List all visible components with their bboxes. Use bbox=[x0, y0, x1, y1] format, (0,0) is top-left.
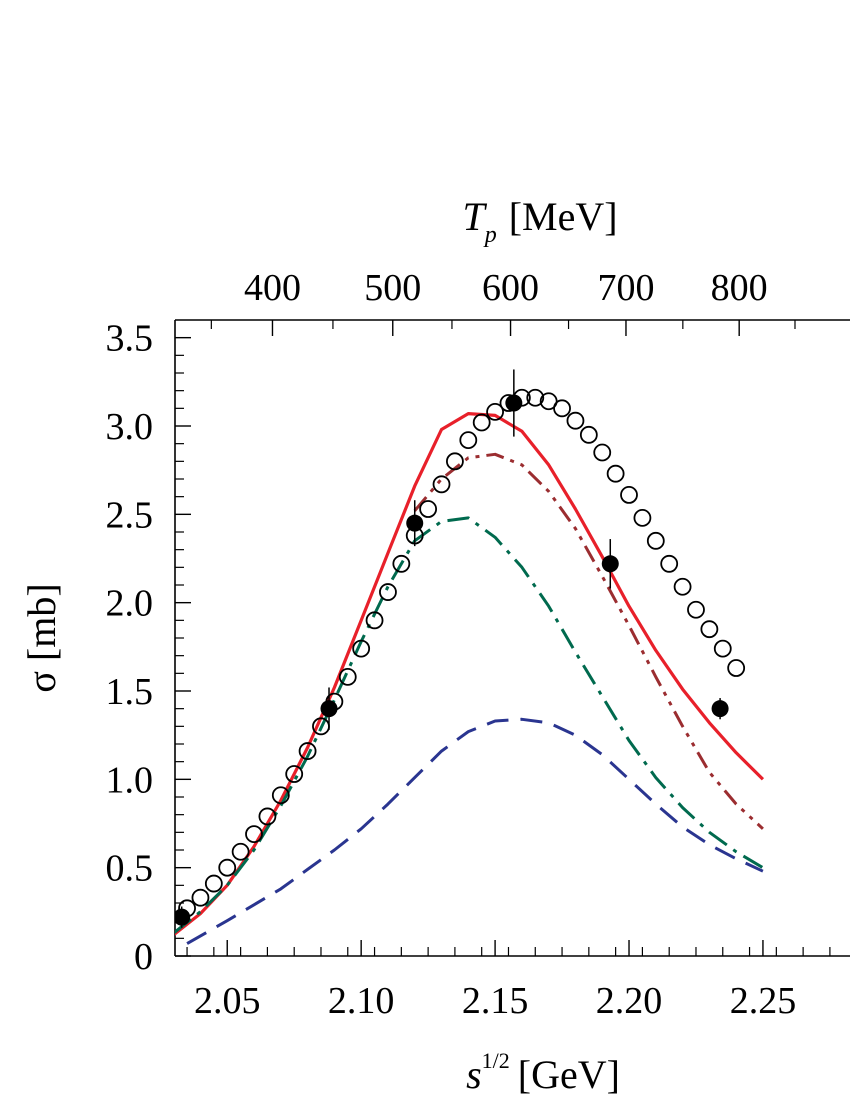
open-point bbox=[700, 620, 719, 639]
top-tick-label: 500 bbox=[364, 267, 421, 309]
filled-circle-points bbox=[175, 369, 729, 928]
top-tick-label: 800 bbox=[711, 267, 768, 309]
filled-point bbox=[711, 700, 729, 718]
x-tick-label: 2.25 bbox=[730, 980, 797, 1022]
x-tick-label: 2.05 bbox=[194, 980, 261, 1022]
open-point bbox=[727, 659, 746, 677]
y-tick-label: 1.0 bbox=[106, 759, 154, 801]
open-point bbox=[620, 485, 638, 504]
y-tick-label: 3.0 bbox=[106, 406, 154, 448]
open-point bbox=[472, 413, 491, 432]
y-tick-label: 3.5 bbox=[106, 318, 154, 360]
top-tick-label: 600 bbox=[482, 267, 539, 309]
open-point bbox=[566, 411, 585, 430]
open-point bbox=[660, 554, 679, 573]
curve-solid bbox=[175, 412, 765, 936]
x-tick-label: 2.10 bbox=[328, 980, 395, 1022]
curve-dash-dot-dot bbox=[413, 452, 764, 830]
open-point bbox=[258, 807, 277, 826]
open-point bbox=[646, 531, 665, 550]
open-point bbox=[579, 425, 598, 444]
x-tick-label: 2.15 bbox=[462, 980, 529, 1022]
filled-point bbox=[406, 514, 424, 532]
open-point bbox=[713, 639, 732, 658]
open-point bbox=[633, 508, 652, 527]
open-point bbox=[298, 742, 317, 760]
open-point bbox=[204, 874, 223, 893]
top-tick-label: 700 bbox=[597, 267, 654, 309]
open-point bbox=[486, 402, 504, 421]
y-tick-label: 1.5 bbox=[106, 671, 154, 713]
open-point bbox=[446, 452, 464, 471]
open-point bbox=[419, 500, 438, 518]
open-point bbox=[218, 858, 237, 877]
axis-tick-labels: 2.05 2.10 2.15 2.20 2.25 0 0.5 1.0 1.5 2.0 2.5 3.0 3… bbox=[106, 267, 797, 1022]
open-point bbox=[352, 639, 371, 658]
open-point bbox=[271, 786, 290, 805]
open-point bbox=[687, 600, 705, 619]
y-tick-label: 2.0 bbox=[106, 583, 154, 625]
filled-point bbox=[320, 700, 338, 718]
x-axis-title: s1/2 [GeV] bbox=[466, 1048, 620, 1097]
open-point bbox=[673, 577, 692, 596]
open-point bbox=[526, 388, 545, 407]
x-tick-label: 2.20 bbox=[596, 980, 663, 1022]
open-point bbox=[432, 475, 451, 494]
open-point bbox=[379, 583, 397, 601]
open-point bbox=[285, 765, 304, 783]
open-point bbox=[553, 399, 571, 418]
y-axis-title: σ[mb] bbox=[19, 583, 64, 692]
axis-ticks bbox=[175, 320, 831, 957]
open-point bbox=[245, 825, 263, 843]
y-tick-label: 2.5 bbox=[106, 494, 154, 536]
open-point bbox=[459, 431, 478, 450]
open-point bbox=[593, 443, 612, 462]
filled-point bbox=[601, 555, 619, 573]
y-tick-label: 0.5 bbox=[106, 848, 154, 890]
open-point bbox=[392, 554, 411, 573]
curve-dash-dot bbox=[175, 516, 764, 934]
open-point bbox=[365, 611, 384, 630]
curves bbox=[175, 412, 765, 945]
open-point bbox=[191, 888, 210, 907]
top-x-axis-title: Tp [MeV] bbox=[462, 194, 617, 248]
filled-point bbox=[505, 394, 523, 412]
y-tick-label: 0 bbox=[134, 936, 153, 978]
curve-dashed bbox=[186, 717, 764, 945]
open-point bbox=[231, 842, 250, 861]
open-point bbox=[338, 667, 357, 686]
open-point bbox=[606, 464, 625, 483]
filled-point bbox=[175, 908, 191, 926]
top-tick-label: 400 bbox=[244, 267, 301, 309]
